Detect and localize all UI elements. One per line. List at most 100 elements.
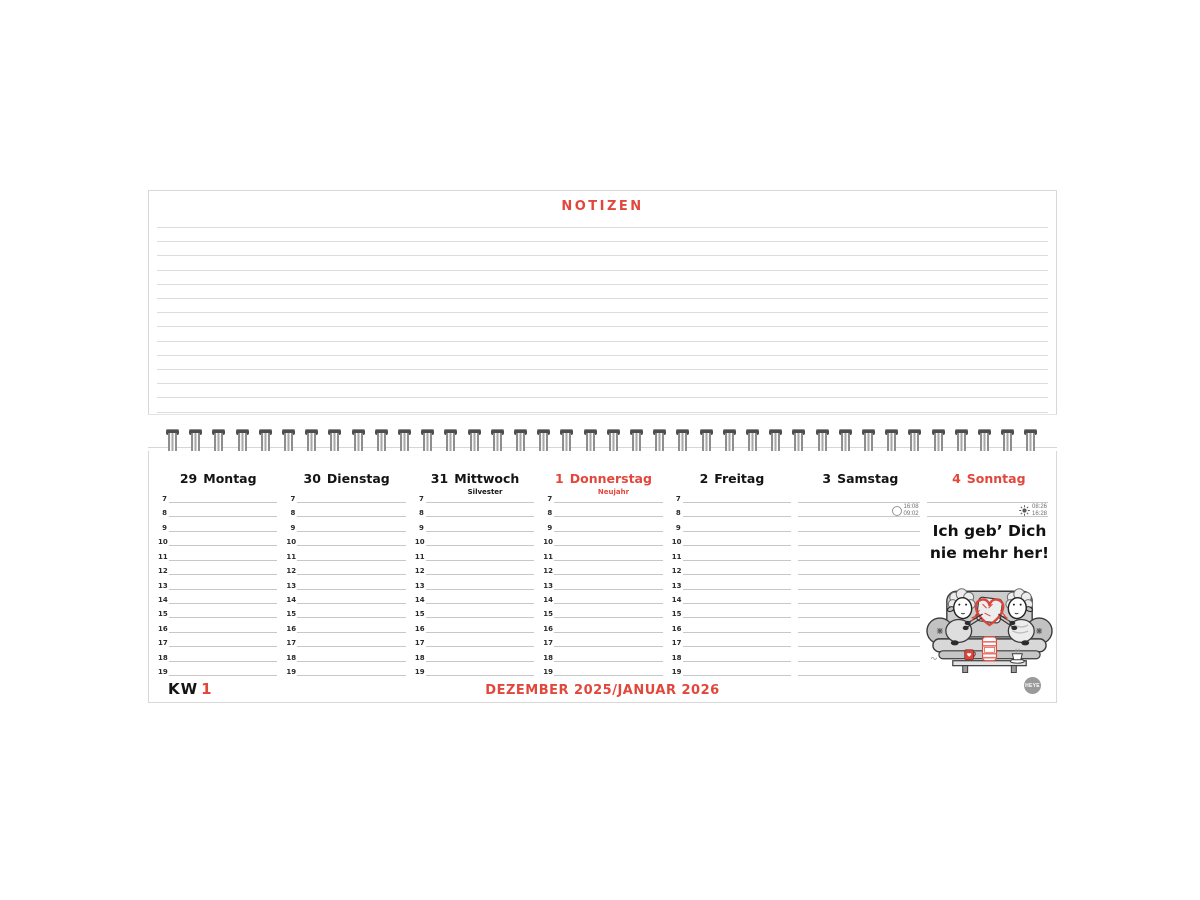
spiral-wire — [678, 433, 688, 464]
hour-row: 12 — [158, 567, 278, 576]
hour-row: 7 — [543, 495, 663, 503]
hour-row: 16 — [158, 625, 278, 633]
day-header: 4 Sonntag — [925, 471, 1053, 486]
hour-label: 9 — [162, 523, 167, 532]
hour-line — [926, 516, 1048, 518]
hour-row: 13 — [415, 582, 535, 590]
spiral-wire — [724, 433, 734, 464]
hour-line — [297, 530, 406, 532]
hour-row: 18 — [672, 654, 792, 662]
hour-row: 19 — [671, 668, 792, 677]
hour-label: 13 — [671, 581, 682, 590]
spiral-wire — [608, 433, 618, 464]
marker-time: 16:28 — [1031, 510, 1047, 517]
motto-line: Ich geb’ Dich — [932, 522, 1047, 540]
hour-label: 18 — [414, 653, 425, 662]
day-column-dienstag: 30 Dienstag 7 8 9 10 11 12 13 14 15 16 17 18 19 — [282, 451, 410, 702]
hour-line — [554, 617, 663, 619]
hour-line — [169, 602, 278, 604]
hour-row: 8 — [415, 509, 535, 518]
hour-line — [169, 588, 278, 590]
hour-line — [554, 660, 663, 662]
hour-label: 9 — [547, 523, 553, 532]
hour-line — [169, 574, 278, 576]
hour-label: 18 — [286, 653, 297, 662]
hour-line — [682, 646, 792, 648]
hour-label: 13 — [286, 581, 297, 590]
day-column-samstag: 3 Samstag 16:08 09:02 — [796, 451, 924, 702]
notes-title: NOTIZEN — [561, 199, 644, 214]
week-page: 29 Montag 7 8 9 10 11 12 13 14 15 16 17 18 19 30 Diensta… — [148, 451, 1057, 703]
hour-line — [297, 574, 406, 576]
hour-row: 11 — [672, 553, 792, 561]
hour-label: 7 — [290, 495, 296, 503]
hour-row: 16 — [672, 625, 792, 633]
hour-row: 10 — [158, 538, 278, 547]
hour-line — [425, 574, 535, 576]
hour-line — [798, 631, 920, 633]
hour-line — [169, 631, 278, 633]
hour-line — [297, 588, 406, 590]
hour-line — [425, 617, 535, 619]
hour-line — [425, 530, 535, 532]
marker-time: 09:02 — [903, 510, 919, 517]
spiral-wire — [516, 433, 525, 464]
hour-row: 17 — [286, 639, 406, 648]
hour-row: 8 — [672, 509, 792, 518]
hour-row — [798, 567, 920, 576]
hour-row: 18 — [414, 653, 535, 662]
hour-label: 16 — [414, 624, 425, 633]
hour-label: 14 — [286, 595, 297, 604]
day-column-mittwoch: 31 Mittwoch Silvester 7 8 9 10 11 12 13 14 15 16 17 18… — [411, 451, 539, 702]
hour-row: 10 — [415, 538, 535, 547]
hour-label: 19 — [671, 668, 682, 677]
hour-line — [682, 574, 792, 576]
hour-row: 19 — [286, 668, 406, 677]
spiral-wire — [237, 433, 247, 464]
kw-value: 1 — [201, 680, 213, 698]
hour-label: 12 — [286, 567, 297, 576]
hour-label: 17 — [414, 639, 425, 648]
hour-line — [297, 660, 406, 662]
day-name: Dienstag — [326, 471, 390, 486]
motto-line: nie mehr her! — [929, 543, 1050, 562]
spiral-wire — [330, 433, 340, 464]
hour-row: 13 — [671, 581, 792, 590]
hour-line — [425, 559, 535, 561]
spiral-wire — [771, 433, 781, 464]
hour-row: 8 — [543, 509, 663, 518]
hour-row: 17 — [543, 639, 663, 648]
publisher-logo: HEYE — [1024, 677, 1041, 694]
yarn-skein — [981, 636, 998, 662]
hour-row — [798, 625, 920, 633]
hour-label: 15 — [671, 610, 682, 619]
page-edge-line — [148, 447, 1057, 448]
hour-label: 15 — [414, 610, 425, 619]
hour-row: 12 — [414, 567, 535, 576]
hour-label: 12 — [414, 567, 425, 576]
hour-label: 14 — [414, 595, 425, 604]
hour-line — [297, 516, 406, 518]
hour-label: 15 — [543, 610, 554, 619]
hour-row: 7 — [158, 495, 278, 503]
hour-row: 9 — [672, 524, 792, 532]
hour-row: 7 — [415, 495, 535, 503]
hour-row: 15 — [414, 610, 535, 619]
hour-row: 18 — [543, 654, 663, 662]
hour-label: 19 — [414, 668, 425, 677]
day-date: 4 — [952, 471, 961, 486]
spiral-wire — [794, 433, 804, 464]
note-line — [157, 397, 1048, 399]
hour-label: 9 — [290, 523, 296, 532]
hour-row — [798, 553, 920, 561]
hour-label: 16 — [286, 624, 297, 633]
hour-label: 17 — [543, 639, 554, 648]
hour-line — [169, 545, 278, 547]
hour-row: 16 — [286, 624, 406, 633]
hour-row — [798, 538, 920, 547]
hour-line — [554, 545, 663, 547]
hour-label: 9 — [418, 523, 424, 532]
hour-label: 18 — [158, 653, 168, 662]
hour-line — [169, 617, 278, 619]
hour-row: 17 — [672, 639, 792, 648]
